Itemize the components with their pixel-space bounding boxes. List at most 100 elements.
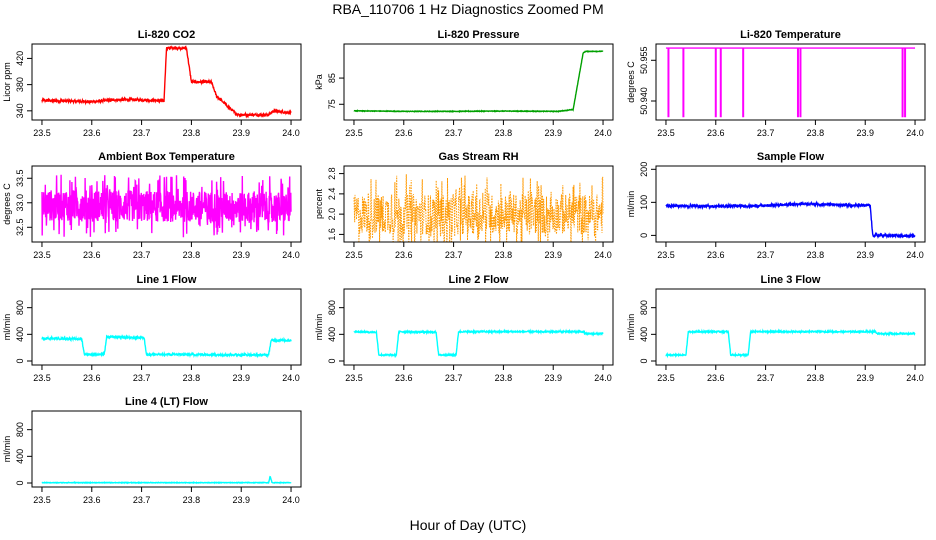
- x-tick-label: 23.8: [495, 128, 513, 138]
- plot-frame: [343, 288, 614, 366]
- y-tick-label: 33.5: [15, 169, 25, 187]
- panel-ambient-box-temperature: Ambient Box Temperature degrees C 23.5 23.6…: [2, 151, 302, 260]
- x-tick-label: 23.6: [83, 128, 101, 138]
- panel-title: Line 3 Flow: [761, 274, 821, 286]
- x-tick-label: 23.5: [345, 373, 363, 383]
- y-tick-label: 400: [15, 327, 25, 342]
- x-tick-label: 23.9: [232, 250, 250, 260]
- plot-frame: [31, 410, 302, 488]
- panel-line-3-flow: Line 3 Flow ml/min 23.5 23.6 23.7 23.8 23.9 24.…: [626, 274, 926, 383]
- y-tick-label: 33.0: [15, 194, 25, 212]
- y-tick-label: 1.6: [327, 228, 337, 241]
- plot-area: [353, 50, 604, 113]
- panel-title: Li-820 Temperature: [740, 29, 841, 41]
- x-tick-label: 23.7: [757, 373, 775, 383]
- y-axis-label: kPa: [314, 74, 324, 90]
- series-line: [665, 328, 916, 359]
- y-axis-label: ml/min: [626, 314, 636, 341]
- x-tick-label: 24.0: [906, 373, 924, 383]
- x-tick-label: 23.8: [183, 373, 201, 383]
- panel-title: Li-820 Pressure: [438, 29, 520, 41]
- x-tick-label: 23.9: [232, 373, 250, 383]
- plot-frame: [343, 165, 614, 243]
- y-axis-label: Licor ppm: [2, 62, 12, 102]
- x-tick-label: 23.7: [757, 128, 775, 138]
- x-axis-caption: Hour of Day (UTC): [409, 517, 527, 533]
- plot-area: [665, 328, 916, 359]
- x-tick-label: 23.9: [856, 250, 874, 260]
- x-tick-label: 23.7: [133, 128, 151, 138]
- x-tick-label: 23.5: [33, 373, 51, 383]
- x-tick-label: 23.5: [33, 128, 51, 138]
- y-tick-label: 380: [15, 77, 25, 92]
- plot-frame: [655, 43, 926, 121]
- panel-title: Sample Flow: [757, 151, 825, 163]
- x-tick-label: 23.5: [345, 250, 363, 260]
- plot-area: [41, 174, 292, 238]
- x-tick-label: 23.9: [232, 128, 250, 138]
- panel-gas-stream-rh: Gas Stream RH percent 23.5 23.6 23.7 23.8 23.9…: [314, 151, 614, 260]
- y-tick-label: 85: [327, 73, 337, 83]
- x-tick-label: 24.0: [282, 373, 300, 383]
- x-tick-label: 23.8: [495, 250, 513, 260]
- x-tick-label: 23.7: [445, 250, 463, 260]
- x-tick-label: 23.5: [33, 495, 51, 505]
- x-tick-label: 23.9: [544, 373, 562, 383]
- x-tick-label: 23.7: [445, 128, 463, 138]
- series-line: [353, 50, 604, 113]
- x-tick-label: 23.6: [83, 373, 101, 383]
- x-tick-label: 23.6: [707, 250, 725, 260]
- y-axis-label: ml/min: [626, 191, 636, 218]
- panel-title: Line 1 Flow: [137, 274, 197, 286]
- x-tick-label: 23.8: [807, 250, 825, 260]
- y-tick-label: 2.8: [327, 167, 337, 180]
- y-tick-label: 800: [639, 300, 649, 315]
- plot-area: [353, 328, 604, 359]
- panel-title: Li-820 CO2: [138, 29, 195, 41]
- x-tick-label: 24.0: [282, 495, 300, 505]
- x-tick-label: 23.6: [83, 250, 101, 260]
- y-tick-label: 420: [15, 51, 25, 66]
- y-axis-label: ml/min: [2, 436, 12, 463]
- x-tick-label: 24.0: [282, 250, 300, 260]
- y-tick-label: 340: [15, 103, 25, 118]
- x-tick-label: 23.6: [707, 373, 725, 383]
- x-tick-label: 23.6: [395, 128, 413, 138]
- y-axis-label: degrees C: [626, 61, 636, 103]
- series-line: [41, 475, 292, 485]
- panel-line-2-flow: Line 2 Flow ml/min 23.5 23.6 23.7 23.8 23.9 24.…: [314, 274, 614, 383]
- x-tick-label: 23.8: [183, 128, 201, 138]
- panel-sample-flow: Sample Flow ml/min 23.5 23.6 23.7 23.8 23.9 24.…: [626, 151, 926, 260]
- x-tick-label: 23.7: [133, 373, 151, 383]
- x-tick-label: 23.5: [657, 128, 675, 138]
- x-tick-label: 23.6: [83, 495, 101, 505]
- plot-frame: [31, 165, 302, 243]
- y-tick-label: 0: [639, 358, 649, 363]
- y-tick-label: 2.4: [327, 188, 337, 201]
- x-tick-label: 23.9: [544, 250, 562, 260]
- plot-frame: [343, 43, 614, 121]
- x-tick-label: 23.7: [133, 250, 151, 260]
- series-line: [41, 334, 292, 359]
- x-tick-label: 23.7: [757, 250, 775, 260]
- y-tick-label: 800: [327, 300, 337, 315]
- x-tick-label: 23.6: [395, 373, 413, 383]
- y-tick-label: 0: [327, 358, 337, 363]
- x-tick-label: 23.8: [183, 250, 201, 260]
- x-tick-label: 23.8: [807, 128, 825, 138]
- panel-li-820-pressure: Li-820 Pressure kPa 23.5 23.6 23.7 23.8 23.9 24…: [314, 29, 614, 138]
- x-tick-label: 23.9: [856, 373, 874, 383]
- panel-line-1-flow: Line 1 Flow ml/min 23.5 23.6 23.7 23.8 23.9 24.…: [2, 274, 302, 383]
- x-tick-label: 23.8: [807, 373, 825, 383]
- y-axis-label: ml/min: [2, 314, 12, 341]
- panel-title: Ambient Box Temperature: [98, 151, 235, 163]
- panel-li-820-co2: Li-820 CO2 Licor ppm 23.5 23.6 23.7 23.8 23.9 2…: [2, 29, 302, 138]
- series-points: [353, 174, 604, 242]
- series-line: [665, 200, 916, 240]
- y-tick-label: 100: [639, 195, 649, 210]
- plot-area: [41, 45, 292, 119]
- plot-area: [41, 334, 292, 359]
- series-line: [41, 45, 292, 119]
- plot-area: [665, 47, 916, 118]
